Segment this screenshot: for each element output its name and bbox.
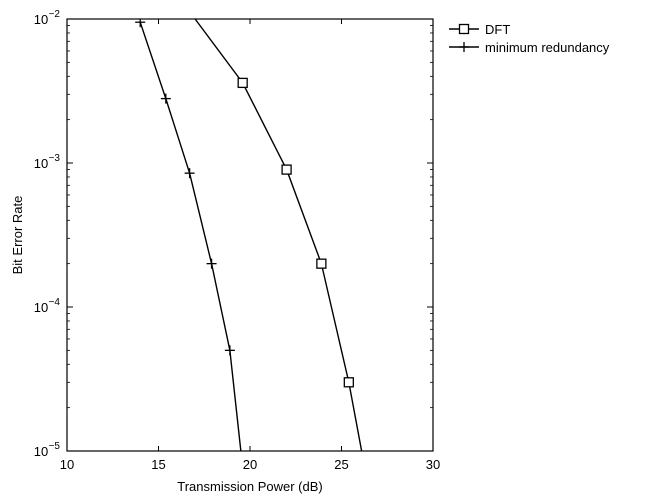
x-axis-title: Transmission Power (dB) <box>177 479 322 494</box>
y-tick-label: 10 <box>34 156 48 171</box>
legend-item: minimum redundancy <box>449 40 610 55</box>
y-axis: 10−210−310−410−5 <box>34 9 433 459</box>
y-tick-exponent: −4 <box>49 297 61 308</box>
plot-area <box>66 18 434 452</box>
series-1 <box>135 19 242 451</box>
series-layer <box>135 19 363 451</box>
series-0 <box>194 19 363 451</box>
x-tick-label: 15 <box>151 457 165 472</box>
x-axis: 10 15 20 25 30 <box>60 19 440 472</box>
data-point-plus <box>135 19 146 28</box>
y-tick-label: 10 <box>34 300 48 315</box>
x-tick-label: 25 <box>334 457 348 472</box>
x-tick-label: 20 <box>243 457 257 472</box>
x-tick-label: 30 <box>426 457 440 472</box>
y-tick-exponent: −2 <box>49 9 61 20</box>
x-tick-label: 10 <box>60 457 74 472</box>
legend-item: DFT <box>449 22 510 37</box>
y-tick-label: 10 <box>34 444 48 459</box>
data-point-plus <box>184 168 195 179</box>
y-tick-label: 10 <box>34 12 48 27</box>
data-point-square <box>316 258 327 269</box>
legend-label: DFT <box>485 22 510 37</box>
legend-label: minimum redundancy <box>485 40 610 55</box>
data-point-plus <box>459 42 469 52</box>
series-line <box>194 19 363 451</box>
y-tick-exponent: −3 <box>49 153 61 164</box>
axes-frame <box>66 18 434 452</box>
data-point-square <box>237 77 248 89</box>
data-point-square <box>343 377 354 388</box>
data-point-square <box>281 164 292 175</box>
data-point-square <box>458 23 470 35</box>
data-point-plus <box>160 93 171 104</box>
data-point-plus <box>224 345 235 356</box>
y-tick-exponent: −5 <box>49 441 61 452</box>
legend: DFT minimum redundancy <box>449 22 610 55</box>
series-line <box>139 21 242 451</box>
data-point-plus <box>206 258 217 269</box>
y-axis-title: Bit Error Rate <box>10 196 25 275</box>
